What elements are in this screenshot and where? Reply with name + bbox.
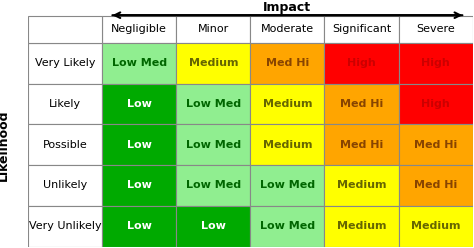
Text: Low Med: Low Med <box>260 221 315 231</box>
Text: Low: Low <box>127 140 152 150</box>
Bar <box>250 206 324 247</box>
Bar <box>102 124 176 165</box>
Text: Low Med: Low Med <box>186 181 241 190</box>
Bar <box>324 124 399 165</box>
Bar <box>28 84 102 124</box>
Text: Medium: Medium <box>337 181 386 190</box>
Bar <box>324 16 399 43</box>
Text: Severe: Severe <box>416 24 455 34</box>
Text: Med Hi: Med Hi <box>414 181 457 190</box>
Text: Low: Low <box>201 221 226 231</box>
Text: High: High <box>421 99 450 109</box>
Text: Minor: Minor <box>198 24 229 34</box>
Bar <box>102 84 176 124</box>
Bar <box>102 206 176 247</box>
Bar <box>324 165 399 206</box>
Bar <box>399 16 473 43</box>
Text: Low Med: Low Med <box>260 181 315 190</box>
Text: Low: Low <box>127 221 152 231</box>
Text: Unlikely: Unlikely <box>43 181 87 190</box>
Bar <box>250 16 324 43</box>
Text: Negligible: Negligible <box>111 24 167 34</box>
Bar <box>28 206 102 247</box>
Text: Med Hi: Med Hi <box>340 140 383 150</box>
Text: Low Med: Low Med <box>186 140 241 150</box>
Text: Med Hi: Med Hi <box>340 99 383 109</box>
Text: Medium: Medium <box>189 58 238 68</box>
Bar <box>399 124 473 165</box>
Text: High: High <box>421 58 450 68</box>
Text: Moderate: Moderate <box>261 24 314 34</box>
Text: Likelihood: Likelihood <box>0 109 10 181</box>
Bar <box>176 43 250 84</box>
Bar <box>28 43 102 84</box>
Text: Likely: Likely <box>49 99 81 109</box>
Bar <box>250 124 324 165</box>
Bar <box>399 206 473 247</box>
Bar <box>324 84 399 124</box>
Bar <box>176 165 250 206</box>
Bar <box>250 84 324 124</box>
Text: Low Med: Low Med <box>186 99 241 109</box>
Text: Low: Low <box>127 99 152 109</box>
Text: Impact: Impact <box>264 1 311 14</box>
Bar <box>250 43 324 84</box>
Text: Possible: Possible <box>43 140 88 150</box>
Bar <box>399 43 473 84</box>
Text: Significant: Significant <box>332 24 391 34</box>
Bar <box>324 43 399 84</box>
Bar <box>28 165 102 206</box>
Bar <box>176 206 250 247</box>
Bar <box>102 165 176 206</box>
Text: Low: Low <box>127 181 152 190</box>
Bar <box>399 165 473 206</box>
Bar <box>324 206 399 247</box>
Text: Low Med: Low Med <box>112 58 167 68</box>
Text: Medium: Medium <box>411 221 460 231</box>
Bar <box>176 84 250 124</box>
Text: Med Hi: Med Hi <box>414 140 457 150</box>
Bar <box>176 124 250 165</box>
Bar <box>28 16 102 43</box>
Text: Very Likely: Very Likely <box>35 58 95 68</box>
Text: Medium: Medium <box>263 99 312 109</box>
Text: Medium: Medium <box>263 140 312 150</box>
Bar <box>102 43 176 84</box>
Bar <box>28 124 102 165</box>
Bar <box>399 84 473 124</box>
Bar <box>250 165 324 206</box>
Text: Very Unlikely: Very Unlikely <box>29 221 101 231</box>
Text: Med Hi: Med Hi <box>266 58 309 68</box>
Bar <box>176 16 250 43</box>
Text: Medium: Medium <box>337 221 386 231</box>
Bar <box>102 16 176 43</box>
Text: High: High <box>347 58 376 68</box>
